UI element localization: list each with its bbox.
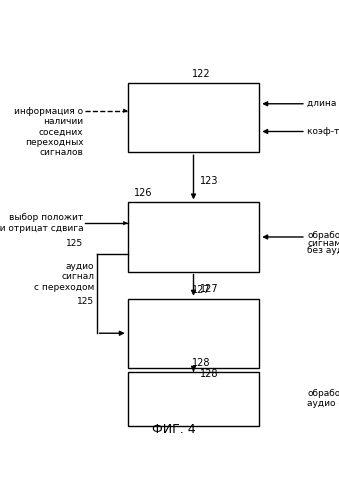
Bar bbox=[127, 202, 259, 271]
Text: 122: 122 bbox=[192, 69, 211, 79]
Text: длина 1 части: длина 1 части bbox=[307, 99, 339, 108]
Bar bbox=[127, 298, 259, 368]
Text: 125: 125 bbox=[77, 296, 94, 306]
Text: информация о
наличии
соседних
переходных
сигналов: информация о наличии соседних переходных… bbox=[14, 107, 83, 158]
Text: 126: 126 bbox=[134, 189, 152, 199]
Bar bbox=[127, 372, 259, 426]
Text: без аудио сигнала: без аудио сигнала bbox=[307, 246, 339, 255]
Text: 127: 127 bbox=[200, 284, 218, 294]
Text: обработанный
аудио сигнал: обработанный аудио сигнал bbox=[307, 389, 339, 408]
Text: обработанный: обработанный bbox=[307, 231, 339, 240]
Text: сигнам: сигнам bbox=[307, 239, 339, 248]
Text: коэф-т растяжения: коэф-т растяжения bbox=[307, 127, 339, 136]
Text: 127: 127 bbox=[192, 285, 211, 295]
Text: 128: 128 bbox=[192, 358, 211, 368]
Text: выбор положит
или отрицат сдвига: выбор положит или отрицат сдвига bbox=[0, 214, 83, 233]
Text: 125: 125 bbox=[66, 239, 83, 248]
Text: аудио
сигнал
с переходом: аудио сигнал с переходом bbox=[34, 262, 94, 292]
Text: 128: 128 bbox=[200, 369, 218, 379]
Text: 123: 123 bbox=[200, 176, 218, 186]
Text: ФИГ. 4: ФИГ. 4 bbox=[152, 423, 195, 436]
Bar bbox=[127, 83, 259, 152]
